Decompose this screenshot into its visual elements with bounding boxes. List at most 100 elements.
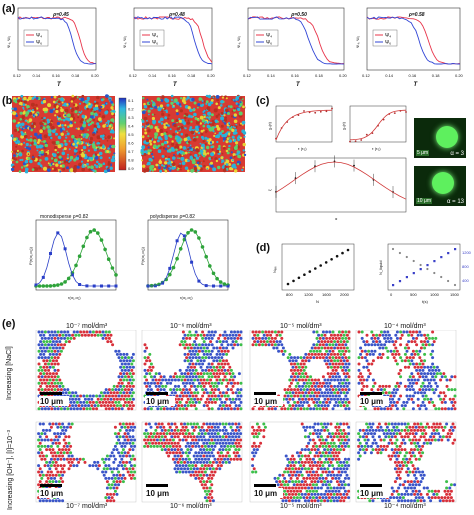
particle bbox=[370, 388, 374, 392]
particle bbox=[115, 492, 119, 496]
particle bbox=[171, 457, 175, 461]
particle bbox=[61, 467, 65, 471]
particle bbox=[45, 428, 49, 432]
particle bbox=[345, 333, 349, 337]
particle bbox=[146, 407, 150, 411]
particle bbox=[453, 483, 457, 487]
order-dot bbox=[199, 122, 202, 125]
particle bbox=[345, 435, 349, 439]
particle bbox=[235, 451, 239, 455]
particle bbox=[38, 448, 42, 452]
particle bbox=[237, 397, 241, 401]
particle bbox=[323, 384, 327, 388]
particle bbox=[321, 470, 325, 474]
order-dot bbox=[51, 120, 54, 123]
order-dot bbox=[99, 156, 103, 160]
particle bbox=[395, 470, 399, 474]
particle bbox=[294, 359, 298, 363]
particle bbox=[131, 428, 135, 432]
order-dot bbox=[105, 94, 109, 98]
data-marker bbox=[297, 276, 301, 280]
particle bbox=[369, 451, 373, 455]
particle bbox=[130, 388, 134, 392]
particle bbox=[406, 473, 410, 477]
particle bbox=[368, 499, 372, 503]
particle bbox=[276, 476, 280, 480]
particle bbox=[295, 476, 299, 480]
particle bbox=[366, 444, 370, 448]
particle bbox=[329, 480, 333, 484]
particle bbox=[62, 464, 66, 468]
particle bbox=[257, 425, 261, 429]
particle bbox=[405, 400, 409, 404]
particle bbox=[195, 467, 199, 471]
order-dot bbox=[97, 147, 99, 150]
particle bbox=[51, 365, 55, 369]
order-dot bbox=[220, 100, 224, 104]
particle bbox=[37, 356, 41, 360]
tick-label: 0.20 bbox=[207, 73, 216, 78]
particle bbox=[217, 362, 221, 366]
particle bbox=[175, 388, 179, 392]
particle bbox=[45, 384, 49, 388]
particle bbox=[269, 333, 273, 337]
particle bbox=[339, 397, 343, 401]
particle bbox=[278, 333, 282, 337]
particle bbox=[434, 368, 438, 372]
particle bbox=[291, 499, 295, 503]
particle bbox=[342, 397, 346, 401]
particle bbox=[411, 483, 415, 487]
order-dot bbox=[231, 159, 234, 162]
order-dot bbox=[29, 159, 33, 164]
particle bbox=[202, 435, 206, 439]
particle bbox=[59, 425, 63, 429]
particle bbox=[154, 428, 158, 432]
particle bbox=[332, 454, 336, 458]
order-dot bbox=[102, 144, 105, 146]
order-dot bbox=[102, 98, 105, 101]
order-dot bbox=[80, 138, 83, 140]
particle bbox=[183, 333, 187, 337]
order-dot bbox=[214, 126, 217, 129]
particle bbox=[293, 407, 297, 411]
particle bbox=[217, 407, 221, 411]
particle bbox=[48, 352, 52, 356]
particle bbox=[324, 457, 328, 461]
particle bbox=[143, 432, 147, 436]
particle bbox=[331, 336, 335, 340]
particle bbox=[188, 356, 192, 360]
particle bbox=[414, 457, 418, 461]
particle bbox=[98, 330, 102, 334]
particle bbox=[390, 422, 394, 426]
order-dot bbox=[74, 121, 77, 124]
particle bbox=[56, 356, 60, 360]
particle bbox=[193, 404, 197, 408]
particle bbox=[414, 444, 418, 448]
particle bbox=[337, 470, 341, 474]
order-dot bbox=[221, 95, 223, 97]
particle bbox=[229, 330, 233, 334]
particle bbox=[183, 391, 187, 395]
particle bbox=[185, 381, 189, 385]
order-dot bbox=[75, 146, 78, 149]
particle bbox=[345, 340, 349, 344]
particle bbox=[367, 343, 371, 347]
particle bbox=[56, 343, 60, 347]
scale-label-bg bbox=[253, 488, 283, 498]
particle bbox=[345, 372, 349, 376]
order-dot bbox=[176, 138, 180, 143]
order-dot bbox=[210, 161, 213, 165]
particle bbox=[112, 384, 116, 388]
order-dot bbox=[23, 96, 27, 101]
particle bbox=[118, 460, 122, 464]
particle bbox=[207, 451, 211, 455]
particle bbox=[300, 454, 304, 458]
order-dot bbox=[63, 102, 68, 107]
particle bbox=[376, 388, 380, 392]
order-dot bbox=[27, 139, 30, 142]
particle bbox=[394, 359, 398, 363]
particle bbox=[392, 496, 396, 500]
particle bbox=[231, 422, 235, 426]
particle bbox=[117, 356, 121, 360]
particle bbox=[325, 400, 329, 404]
